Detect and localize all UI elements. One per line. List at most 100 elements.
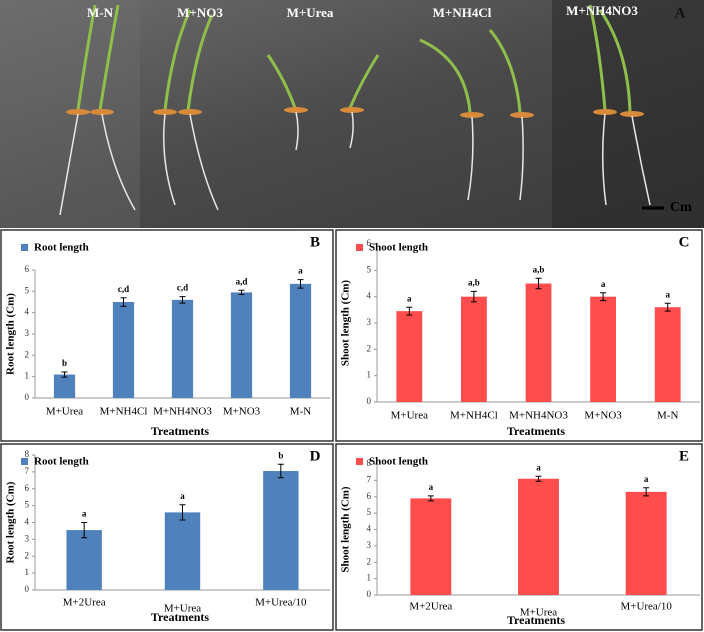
significance-letter: a — [82, 509, 87, 519]
bar — [625, 491, 667, 595]
shoots — [76, 4, 632, 113]
y-tick-label: 8 — [367, 458, 372, 468]
y-tick-label: 2 — [367, 556, 372, 566]
significance-letter: a — [644, 474, 649, 484]
treatment-label: M+Urea — [287, 5, 334, 20]
panel-border — [335, 229, 703, 442]
bar — [396, 311, 423, 402]
significance-letter: b — [62, 358, 67, 368]
treatment-label: M+NH4Cl — [433, 5, 492, 20]
y-tick-label: 4 — [367, 524, 372, 534]
legend-swatch — [356, 244, 363, 251]
x-tick-label: M-N — [290, 406, 311, 418]
y-axis-label: Root length (Cm) — [5, 293, 17, 375]
x-tick-label: M+NH4Cl — [100, 406, 148, 418]
y-tick-label: 2 — [367, 343, 372, 353]
legend-swatch — [356, 458, 363, 465]
x-tick-label: M+NH4NO3 — [509, 410, 568, 422]
seeds — [66, 107, 644, 118]
roots — [59, 111, 651, 216]
error-bar — [664, 302, 671, 312]
significance-letter: a,b — [468, 277, 480, 287]
panel-label: B — [310, 234, 320, 250]
y-tick-label: 1 — [367, 573, 372, 583]
x-axis-label: Treatments — [507, 424, 566, 438]
y-tick-label: 7 — [367, 474, 372, 484]
x-tick-label: M+NH4NO3 — [153, 406, 212, 418]
error-bar — [238, 289, 245, 296]
x-tick-label: M+Urea/10 — [620, 601, 672, 613]
error-bar — [406, 306, 413, 316]
y-tick-label: 3 — [25, 533, 30, 543]
bar — [66, 530, 102, 590]
significance-letter: a — [407, 293, 412, 303]
y-tick-label: 6 — [25, 483, 30, 493]
x-tick-label: M+2Urea — [409, 601, 452, 613]
error-bar — [120, 297, 127, 307]
bar — [460, 296, 487, 402]
error-bar — [277, 463, 284, 479]
bar — [518, 478, 559, 595]
y-tick-label: 8 — [25, 449, 30, 459]
y-tick-label: 4 — [367, 291, 372, 301]
legend-label: Shoot length — [369, 242, 428, 254]
significance-letter: a — [180, 491, 185, 501]
error-bar — [179, 504, 186, 521]
y-tick-label: 5 — [25, 285, 30, 295]
bar — [654, 307, 681, 402]
treatment-label: M+NH4NO3 — [566, 3, 638, 18]
panel-label: A — [675, 5, 686, 21]
y-tick-label: 4 — [25, 307, 30, 317]
bar — [171, 299, 194, 398]
significance-letter: a,b — [533, 264, 545, 274]
significance-letter: a,d — [236, 276, 248, 286]
legend-label: Shoot length — [369, 456, 428, 468]
panel-label: C — [679, 234, 690, 250]
y-tick-label: 1 — [25, 371, 30, 381]
error-bar — [427, 495, 434, 502]
y-axis-label: Shoot length (Cm) — [340, 486, 352, 573]
legend-label: Root length — [34, 242, 89, 254]
panel-border — [0, 229, 334, 442]
x-axis-label: Treatments — [507, 613, 566, 627]
x-axis-label: Treatments — [151, 610, 210, 624]
panel-label: D — [310, 448, 321, 464]
error-bar — [179, 296, 186, 304]
x-tick-label: M+2Urea — [63, 597, 106, 609]
panel-border — [335, 443, 703, 631]
x-tick-label: M+NO3 — [223, 406, 261, 418]
y-tick-label: 6 — [367, 238, 372, 248]
significance-letter: a — [536, 462, 541, 472]
y-tick-label: 4 — [25, 517, 30, 527]
y-tick-label: 7 — [25, 466, 30, 476]
y-tick-label: 5 — [367, 264, 372, 274]
y-tick-label: 0 — [367, 396, 372, 406]
panel-border — [0, 443, 334, 631]
y-tick-label: 3 — [367, 540, 372, 550]
panel-label: E — [679, 448, 689, 464]
y-tick-label: 3 — [367, 317, 372, 327]
x-tick-label: M+Urea/10 — [255, 597, 307, 609]
treatment-label: M+NO3 — [177, 5, 223, 20]
photo-panel: M-N M+NO3 M+Urea M+NH4Cl M+NH4NO3 A Cm — [0, 0, 704, 228]
y-tick-label: 5 — [367, 507, 372, 517]
error-bar — [81, 522, 88, 539]
error-bar — [535, 277, 542, 290]
scale-label: Cm — [670, 200, 692, 215]
y-tick-label: 5 — [25, 500, 30, 510]
y-tick-label: 0 — [367, 589, 372, 599]
x-tick-label: M+Urea — [391, 410, 428, 422]
error-bar — [297, 279, 304, 289]
y-axis-label: Root length (Cm) — [5, 481, 17, 563]
legend-label: Root length — [34, 456, 89, 468]
y-tick-label: 6 — [367, 491, 372, 501]
x-tick-label: M+NO3 — [584, 410, 622, 422]
x-tick-label: M+Urea — [46, 406, 83, 418]
bar — [263, 471, 299, 590]
significance-letter: a — [429, 482, 434, 492]
treatment-label: M-N — [87, 5, 114, 20]
y-tick-label: 0 — [25, 584, 30, 594]
error-bar — [61, 371, 68, 378]
x-tick-label: M-N — [657, 410, 678, 422]
error-bar — [600, 292, 607, 302]
